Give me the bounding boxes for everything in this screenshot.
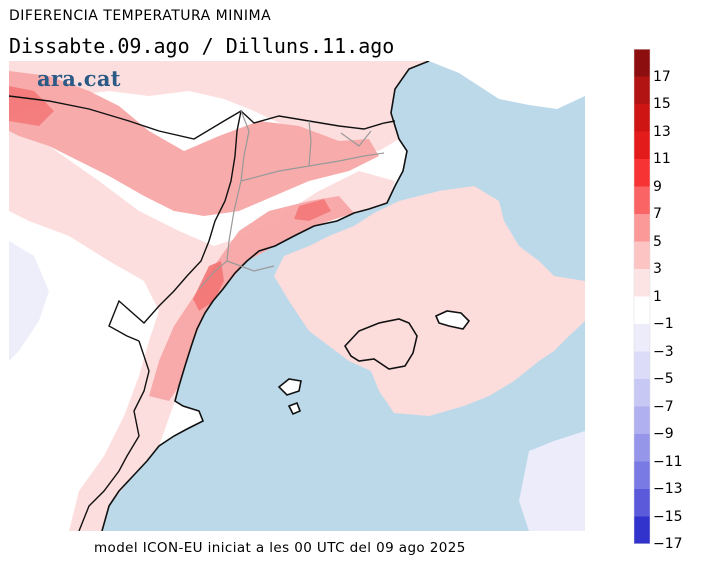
legend-label: 15	[653, 96, 671, 112]
legend-swatch	[634, 351, 650, 380]
ibiza-island	[277, 378, 302, 396]
legend-color-bar	[633, 49, 651, 544]
legend-swatch	[634, 104, 650, 132]
legend-label: −15	[653, 508, 683, 525]
color-legend: 17 15 13 11 9 7 5 3 1 −1 −3 −5 −7 −9 −11 −13 −15 −17	[633, 49, 713, 552]
legend-swatch	[634, 131, 650, 160]
legend-label: −11	[653, 453, 683, 470]
cold-zone-west	[9, 241, 49, 361]
warm-zone-peak-2	[294, 199, 331, 221]
warm-zone-pyrenees	[9, 61, 429, 151]
legend-swatch	[634, 159, 650, 187]
legend-swatch	[634, 461, 650, 490]
legend-swatch	[634, 296, 650, 325]
warm-zone-strong-north	[9, 71, 379, 216]
legend-swatch	[634, 516, 650, 544]
menorca-island	[434, 310, 471, 330]
mallorca-island	[344, 318, 418, 370]
warm-zone-peak-3	[9, 86, 54, 126]
legend-label: −3	[653, 343, 674, 360]
legend-swatch	[634, 379, 650, 407]
map-title: DIFERENCIA TEMPERATURA MINIMA	[9, 8, 272, 24]
legend-label: −1	[653, 316, 674, 332]
legend-border	[633, 49, 651, 544]
legend-swatch	[634, 241, 650, 270]
legend-swatch	[634, 214, 650, 242]
legend-swatch	[634, 434, 650, 462]
legend-label: 11	[653, 151, 671, 167]
catalonia-aragon-border	[108, 110, 242, 342]
legend-label: 3	[653, 261, 662, 277]
legend-label: −7	[653, 398, 674, 415]
province-borders	[198, 110, 385, 290]
legend-label: 1	[653, 288, 662, 305]
valencia-border	[78, 340, 150, 531]
formentera-island	[287, 401, 302, 416]
legend-label: 9	[653, 178, 662, 195]
coastline	[101, 61, 430, 531]
legend-label: −9	[653, 426, 674, 442]
legend-label: 17	[653, 68, 671, 85]
legend-label: −13	[653, 481, 683, 497]
warm-zone-sea	[274, 186, 585, 416]
cold-zone-southeast	[519, 431, 585, 531]
legend-swatch	[634, 269, 650, 297]
ara-cat-logo: ara.cat	[37, 66, 121, 91]
temperature-difference-map	[9, 61, 585, 531]
map-canvas	[9, 61, 585, 531]
legend-label: −17	[653, 536, 683, 552]
legend-label: 13	[653, 123, 671, 140]
legend-swatch	[634, 406, 650, 435]
legend-label: 5	[653, 233, 662, 250]
legend-label: 7	[653, 206, 662, 222]
model-run-footer: model ICON-EU iniciat a les 00 UTC del 0…	[94, 540, 466, 556]
warm-zone-strong-coast	[149, 196, 354, 401]
legend-swatch	[634, 49, 650, 77]
warm-zone-peak	[193, 261, 224, 311]
legend-swatch	[634, 186, 650, 215]
legend-swatch	[634, 76, 650, 105]
date-range-subtitle: Dissabte.09.ago / Dilluns.11.ago	[9, 34, 395, 58]
legend-label: −5	[653, 371, 674, 387]
legend-swatch	[634, 489, 650, 517]
legend-swatch	[634, 324, 650, 352]
